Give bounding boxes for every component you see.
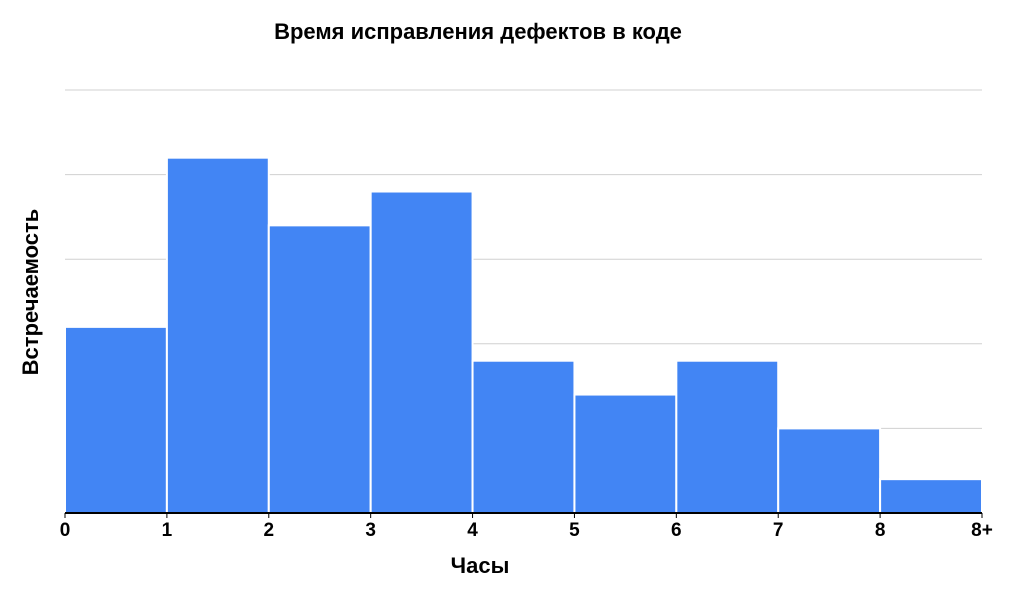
bar (369, 190, 474, 515)
x-tick-label: 6 (671, 520, 682, 541)
x-tick-label: 8+ (971, 520, 993, 541)
x-axis-label: Часы (451, 553, 510, 578)
bar (267, 224, 372, 515)
y-axis-label: Встречаемость (18, 209, 43, 376)
bar (165, 156, 270, 514)
bar (471, 359, 576, 514)
bar (879, 478, 983, 515)
x-tick-label: 0 (60, 520, 71, 541)
x-tick-label: 1 (162, 520, 173, 541)
x-tick-label: 8 (875, 520, 886, 541)
bar (64, 325, 168, 514)
x-tick-label: 7 (773, 520, 784, 541)
chart-title: Время исправления дефектов в коде (274, 19, 682, 44)
x-tick-label: 4 (467, 520, 478, 541)
bar (675, 359, 780, 514)
bar (573, 393, 678, 514)
x-tick-label: 2 (263, 520, 274, 541)
x-tick-label: 3 (365, 520, 376, 541)
bar (777, 427, 882, 514)
x-tick-label: 5 (569, 520, 580, 541)
